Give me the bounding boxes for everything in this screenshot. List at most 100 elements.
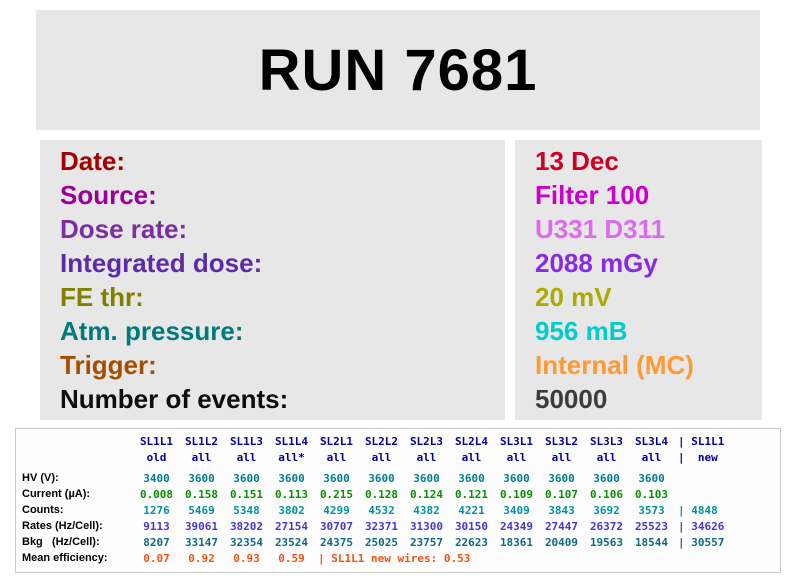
cell-bkg-4: 24375	[319, 536, 354, 549]
table-row-counts: Counts: 1276 5469 5348 3802 4299 4532 4382 4221 3…	[16, 503, 779, 519]
info-label-fe-thr: FE thr:	[60, 282, 144, 312]
cell-rates-1: 39061	[184, 520, 219, 533]
info-value-dose-rate: U331 D311	[535, 214, 666, 244]
cell-counts-4: 4299	[323, 504, 350, 517]
cell-wire-status-6: all	[416, 450, 437, 464]
cell-columns-1: SL1L2	[184, 434, 219, 448]
cell-rates-5: 32371	[364, 520, 399, 533]
info-label-atm-pressure: Atm. pressure:	[60, 316, 244, 346]
cell-wire-status-11: all	[641, 450, 662, 464]
extra-hv	[674, 465, 779, 487]
cell-bkg-8: 18361	[499, 536, 534, 549]
cell-hv-9: 3600	[548, 472, 575, 485]
cell-current-7: 0.121	[454, 488, 489, 501]
cell-counts-9: 3843	[548, 504, 575, 517]
extra-bkg: | 30557	[678, 536, 725, 549]
cell-current-5: 0.128	[364, 488, 399, 501]
cell-rates-2: 38202	[229, 520, 264, 533]
cell-columns-2: SL1L3	[229, 434, 264, 448]
info-label-number-of-events: Number of events:	[60, 384, 289, 414]
cell-current-9: 0.107	[544, 488, 579, 501]
cell-columns-11: SL3L4	[634, 434, 669, 448]
cell-mean-efficiency-3: 0.59	[278, 552, 305, 565]
cell-current-11: 0.103	[634, 488, 669, 501]
cell-current-3: 0.113	[274, 488, 309, 501]
cell-hv-10: 3600	[593, 472, 620, 485]
cell-rates-4: 30707	[319, 520, 354, 533]
cell-hv-5: 3600	[368, 472, 395, 485]
cell-rates-11: 25523	[634, 520, 669, 533]
info-value-date: 13 Dec	[535, 146, 619, 176]
cell-bkg-2: 32354	[229, 536, 264, 549]
info-label-integrated-dose: Integrated dose:	[60, 248, 263, 278]
row-label-bkg: Bkg (Hz/Cell):	[22, 536, 100, 548]
info-value-integrated-dose: 2088 mGy	[535, 248, 658, 278]
cell-hv-11: 3600	[638, 472, 665, 485]
summary-table: SL1L1 SL1L2 SL1L3 SL1L4 SL2L1 SL2L2 SL2L3 SL2L4…	[16, 433, 779, 567]
cell-bkg-9: 20409	[544, 536, 579, 549]
cell-current-1: 0.158	[184, 488, 219, 501]
info-value-source: Filter 100	[535, 180, 650, 210]
cell-mean-efficiency-0: 0.07	[143, 552, 170, 565]
cell-current-0: 0.008	[139, 488, 174, 501]
table-row-columns: SL1L1 SL1L2 SL1L3 SL1L4 SL2L1 SL2L2 SL2L3 SL2L4…	[16, 433, 779, 449]
row-label-columns	[16, 433, 134, 449]
cell-bkg-0: 8207	[143, 536, 170, 549]
cell-bkg-3: 23524	[274, 536, 309, 549]
table-row-wire-status: old all all all* all all all all all all all all | n…	[16, 449, 779, 465]
cell-counts-6: 4382	[413, 504, 440, 517]
cell-wire-status-10: all	[596, 450, 617, 464]
info-value-atm-pressure: 956 mB	[535, 316, 628, 346]
cell-wire-status-8: all	[506, 450, 527, 464]
cell-columns-7: SL2L4	[454, 434, 489, 448]
cell-columns-9: SL3L2	[544, 434, 579, 448]
info-label-source: Source:	[60, 180, 157, 210]
cell-hv-2: 3600	[233, 472, 260, 485]
cell-mean-efficiency-1: 0.92	[188, 552, 215, 565]
extra-wire-status: | new	[678, 450, 718, 464]
extra-counts: | 4848	[678, 504, 718, 517]
cell-counts-2: 5348	[233, 504, 260, 517]
cell-columns-8: SL3L1	[499, 434, 534, 448]
row-label-mean-efficiency: Mean efficiency:	[22, 552, 108, 564]
run-title-panel: RUN 7681	[36, 10, 760, 130]
table-row-rates: Rates (Hz/Cell): 9113 39061 38202 27154 30707…	[16, 519, 779, 535]
cell-wire-status-3: all*	[278, 450, 305, 464]
cell-rates-6: 31300	[409, 520, 444, 533]
cell-hv-4: 3600	[323, 472, 350, 485]
row-label-counts: Counts:	[22, 504, 64, 516]
info-label-dose-rate: Dose rate:	[60, 214, 188, 244]
cell-bkg-1: 33147	[184, 536, 219, 549]
cell-bkg-7: 22623	[454, 536, 489, 549]
summary-table-panel: SL1L1 SL1L2 SL1L3 SL1L4 SL2L1 SL2L2 SL2L3 SL2L4…	[15, 428, 781, 573]
extra-current	[674, 487, 779, 503]
cell-wire-status-7: all	[461, 450, 482, 464]
cell-hv-1: 3600	[188, 472, 215, 485]
table-row-mean-efficiency: Mean efficiency: 0.07 0.92 0.93 0.59 | SL1L1 …	[16, 551, 779, 567]
table-row-hv: HV (V): 3400 3600 3600 3600 3600 3600 3600 3600 3…	[16, 465, 779, 487]
cell-rates-3: 27154	[274, 520, 309, 533]
table-row-current: Current (µA): 0.008 0.158 0.151 0.113 0.215 0.…	[16, 487, 779, 503]
row-label-rates: Rates (Hz/Cell):	[22, 520, 103, 532]
cell-bkg-6: 23757	[409, 536, 444, 549]
cell-wire-status-4: all	[326, 450, 347, 464]
cell-bkg-11: 18544	[634, 536, 669, 549]
cell-wire-status-9: all	[551, 450, 572, 464]
extra-columns: | SL1L1	[678, 434, 725, 448]
info-labels-panel: Date: Source: Dose rate: Integrated dose: FE…	[40, 140, 505, 420]
cell-counts-0: 1276	[143, 504, 170, 517]
cell-current-6: 0.124	[409, 488, 444, 501]
cell-current-8: 0.109	[499, 488, 534, 501]
row-label-hv: HV (V):	[22, 472, 59, 484]
cell-wire-status-5: all	[371, 450, 392, 464]
cell-columns-6: SL2L3	[409, 434, 444, 448]
cell-columns-3: SL1L4	[274, 434, 309, 448]
cell-hv-8: 3600	[503, 472, 530, 485]
cell-rates-0: 9113	[143, 520, 170, 533]
cell-columns-10: SL3L3	[589, 434, 624, 448]
cell-current-10: 0.106	[589, 488, 624, 501]
cell-counts-10: 3692	[593, 504, 620, 517]
info-values-panel: 13 Dec Filter 100 U331 D311 2088 mGy 20 mV 95…	[515, 140, 762, 420]
cell-rates-9: 27447	[544, 520, 579, 533]
cell-wire-status-0: old	[146, 450, 167, 464]
